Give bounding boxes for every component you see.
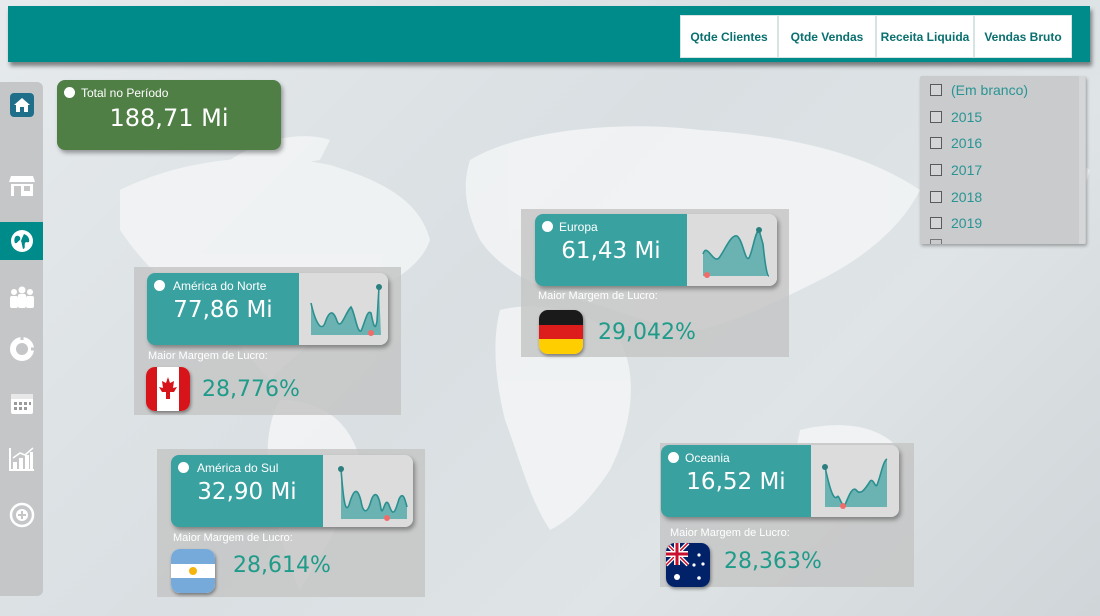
slicer-item-label: 2016 [951,135,983,151]
region-name: Oceania [685,451,730,465]
checkbox-icon[interactable] [930,84,942,96]
total-label: Total no Período [81,86,169,100]
sparkline-chart [687,214,777,286]
radio-icon [154,280,165,291]
total-period-card[interactable]: Total no Período 188,71 Mi [57,80,281,150]
qtde-clientes-button[interactable]: Qtde Clientes [680,15,778,58]
radio-icon [542,221,553,232]
nav-target[interactable] [0,496,43,534]
slicer-item-label: 2018 [951,189,983,205]
vendas-bruto-button[interactable]: Vendas Bruto [974,15,1072,58]
home-icon [9,93,34,117]
nav-calendar[interactable] [0,384,43,422]
slicer-item-label: (Em branco) [951,82,1029,98]
checkbox-icon[interactable] [930,164,942,176]
radio-icon [64,87,75,98]
donut-chart-icon [9,337,34,361]
year-slicer: (Em branco) 2015 2016 2017 2018 2019 [920,76,1086,244]
nav-bar-chart[interactable] [0,440,43,478]
region-card-america-do-norte[interactable]: América do Norte 77,86 Mi [147,273,388,345]
region-card-america-do-sul[interactable]: América do Sul 32,90 Mi [171,455,413,527]
people-icon [9,286,34,308]
slicer-item[interactable]: (Em branco) [930,80,1028,100]
slicer-item[interactable]: 2016 [930,133,982,153]
checkbox-icon[interactable] [930,137,942,149]
nav-globe[interactable] [0,222,43,260]
slicer-item[interactable]: 2017 [930,160,982,180]
margin-value: 28,614% [233,553,331,578]
slicer-item[interactable]: 2019 [930,213,982,233]
store-icon [8,176,35,196]
target-icon [9,502,34,528]
top-header-bar: Qtde Clientes Qtde Vendas Receita Liquid… [8,6,1090,62]
region-value: 61,43 Mi [561,238,661,264]
bar-chart-icon [8,447,34,471]
slicer-item[interactable]: 2015 [930,107,982,127]
margin-value: 29,042% [598,320,696,345]
margin-value: 28,363% [724,549,822,574]
calendar-icon [10,394,33,414]
margin-label: Maior Margem de Lucro: [538,290,658,302]
nav-donut[interactable] [0,330,43,368]
nav-people[interactable] [0,278,43,316]
margin-label: Maior Margem de Lucro: [670,527,790,539]
sparkline-chart [811,445,899,517]
checkbox-icon[interactable] [930,191,942,203]
region-card-oceania[interactable]: Oceania 16,52 Mi [661,445,899,517]
region-card-europa[interactable]: Europa 61,43 Mi [535,214,777,286]
slicer-item-label: 2019 [951,215,983,231]
checkbox-icon[interactable] [930,217,942,229]
nav-home[interactable] [0,86,43,124]
radio-icon [668,452,679,463]
slicer-item-label: 2015 [951,109,983,125]
argentina-flag-icon [171,549,215,593]
slicer-item-label: 2017 [951,162,983,178]
canada-flag-icon [146,367,190,411]
checkbox-icon [930,239,942,244]
australia-flag-icon [666,543,710,587]
region-name: América do Sul [197,461,279,475]
region-value: 77,86 Mi [173,297,273,323]
nav-store[interactable] [0,166,43,204]
region-name: Europa [559,220,598,234]
margin-value: 28,776% [202,377,300,402]
sparkline-chart [323,455,413,527]
qtde-vendas-button[interactable]: Qtde Vendas [778,15,876,58]
total-value: 188,71 Mi [109,104,229,132]
region-name: América do Norte [173,279,267,293]
margin-label: Maior Margem de Lucro: [148,350,268,362]
radio-icon [178,462,189,473]
slicer-item[interactable]: 2018 [930,187,982,207]
checkbox-icon[interactable] [930,111,942,123]
sparkline-chart [299,273,388,345]
receita-liquida-button[interactable]: Receita Liquida [876,15,974,58]
margin-label: Maior Margem de Lucro: [173,532,293,544]
globe-icon [10,230,33,252]
slicer-scrollbar[interactable] [1079,76,1085,244]
region-value: 32,90 Mi [197,479,297,505]
region-value: 16,52 Mi [686,469,786,495]
germany-flag-icon [539,310,583,354]
